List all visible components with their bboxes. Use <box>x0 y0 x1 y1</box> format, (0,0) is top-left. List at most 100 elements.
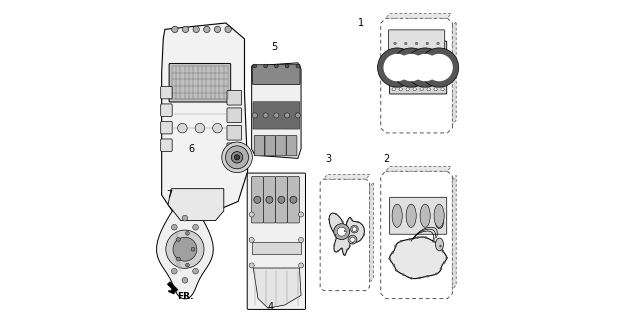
Circle shape <box>342 220 344 222</box>
Circle shape <box>177 237 180 241</box>
FancyBboxPatch shape <box>227 143 242 158</box>
Circle shape <box>427 88 430 91</box>
FancyBboxPatch shape <box>389 197 447 234</box>
Circle shape <box>426 54 453 81</box>
Circle shape <box>172 224 177 230</box>
Circle shape <box>410 277 413 280</box>
Circle shape <box>185 231 189 235</box>
Circle shape <box>253 64 257 68</box>
Circle shape <box>263 113 268 118</box>
Circle shape <box>346 220 348 222</box>
Circle shape <box>285 64 289 68</box>
Polygon shape <box>252 63 301 158</box>
Circle shape <box>446 257 448 259</box>
Circle shape <box>411 54 439 81</box>
Circle shape <box>254 196 261 203</box>
Polygon shape <box>453 175 456 290</box>
Circle shape <box>434 88 437 91</box>
FancyBboxPatch shape <box>287 177 299 223</box>
Circle shape <box>346 249 349 251</box>
Circle shape <box>274 64 279 68</box>
Circle shape <box>337 227 346 236</box>
Text: 2: 2 <box>383 154 389 164</box>
Circle shape <box>415 42 418 45</box>
Circle shape <box>344 230 346 232</box>
FancyBboxPatch shape <box>227 90 242 105</box>
Circle shape <box>295 113 300 118</box>
Polygon shape <box>324 174 370 179</box>
Circle shape <box>437 42 439 45</box>
Circle shape <box>394 42 396 45</box>
Circle shape <box>416 236 419 239</box>
Polygon shape <box>173 230 182 272</box>
FancyBboxPatch shape <box>252 177 264 223</box>
Circle shape <box>264 64 267 68</box>
Circle shape <box>173 237 197 261</box>
Circle shape <box>419 48 459 87</box>
Polygon shape <box>156 209 213 299</box>
Circle shape <box>394 245 397 247</box>
FancyBboxPatch shape <box>161 104 172 116</box>
Text: FR.: FR. <box>177 292 193 301</box>
Ellipse shape <box>436 238 443 251</box>
Circle shape <box>352 227 357 231</box>
Circle shape <box>249 237 254 243</box>
Polygon shape <box>381 18 453 133</box>
Circle shape <box>274 113 279 118</box>
Circle shape <box>404 42 407 45</box>
Circle shape <box>299 212 304 217</box>
FancyBboxPatch shape <box>253 65 300 84</box>
Text: 5: 5 <box>272 42 278 52</box>
Circle shape <box>435 273 438 275</box>
FancyBboxPatch shape <box>247 173 305 309</box>
Circle shape <box>213 123 222 133</box>
Circle shape <box>426 42 429 45</box>
Circle shape <box>334 234 336 236</box>
Circle shape <box>350 237 355 242</box>
Circle shape <box>191 247 195 251</box>
Ellipse shape <box>406 204 416 227</box>
Ellipse shape <box>392 204 403 227</box>
Circle shape <box>249 263 254 268</box>
Circle shape <box>299 263 304 268</box>
FancyBboxPatch shape <box>227 108 242 123</box>
Text: 3: 3 <box>326 154 332 164</box>
Circle shape <box>335 213 337 215</box>
FancyBboxPatch shape <box>275 135 286 156</box>
Circle shape <box>419 276 421 279</box>
Circle shape <box>349 245 351 247</box>
Circle shape <box>235 155 240 160</box>
Circle shape <box>408 238 411 241</box>
Circle shape <box>395 269 398 271</box>
Circle shape <box>225 26 232 33</box>
Polygon shape <box>167 282 178 292</box>
Polygon shape <box>389 237 447 279</box>
Circle shape <box>391 48 431 87</box>
FancyBboxPatch shape <box>161 122 172 134</box>
Circle shape <box>193 26 199 33</box>
Circle shape <box>443 261 446 264</box>
Circle shape <box>424 236 427 239</box>
FancyBboxPatch shape <box>254 135 265 156</box>
Circle shape <box>351 225 358 233</box>
Circle shape <box>185 263 189 267</box>
Circle shape <box>406 48 444 87</box>
Circle shape <box>441 88 444 91</box>
FancyBboxPatch shape <box>227 125 242 140</box>
Ellipse shape <box>420 204 430 227</box>
Circle shape <box>333 244 335 246</box>
Circle shape <box>182 26 188 33</box>
Circle shape <box>357 221 359 223</box>
Circle shape <box>299 237 304 243</box>
Polygon shape <box>254 268 301 308</box>
FancyBboxPatch shape <box>161 139 172 151</box>
Polygon shape <box>369 182 373 283</box>
Polygon shape <box>168 189 223 220</box>
Circle shape <box>334 224 350 240</box>
Polygon shape <box>381 171 453 299</box>
Text: 1: 1 <box>357 18 364 28</box>
FancyBboxPatch shape <box>264 177 275 223</box>
Circle shape <box>177 257 180 261</box>
Polygon shape <box>453 21 456 125</box>
Polygon shape <box>162 23 248 214</box>
